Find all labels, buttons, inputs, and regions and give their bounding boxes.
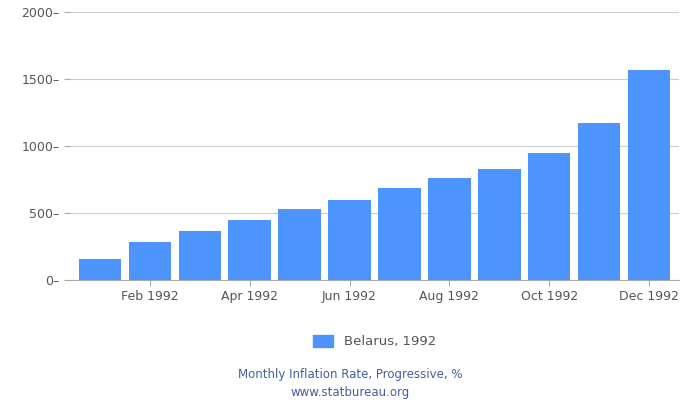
Bar [279, 209, 321, 280]
Legend: Belarus, 1992: Belarus, 1992 [313, 335, 436, 348]
Bar [228, 220, 271, 280]
Bar [328, 200, 371, 280]
Bar [528, 153, 570, 280]
Bar [428, 178, 470, 280]
Bar [78, 258, 121, 280]
Bar [178, 231, 221, 280]
Bar [628, 70, 671, 280]
Text: www.statbureau.org: www.statbureau.org [290, 386, 410, 399]
Bar [478, 169, 521, 280]
Bar [378, 188, 421, 280]
Bar [578, 123, 620, 280]
Text: Monthly Inflation Rate, Progressive, %: Monthly Inflation Rate, Progressive, % [238, 368, 462, 381]
Bar [129, 242, 171, 280]
